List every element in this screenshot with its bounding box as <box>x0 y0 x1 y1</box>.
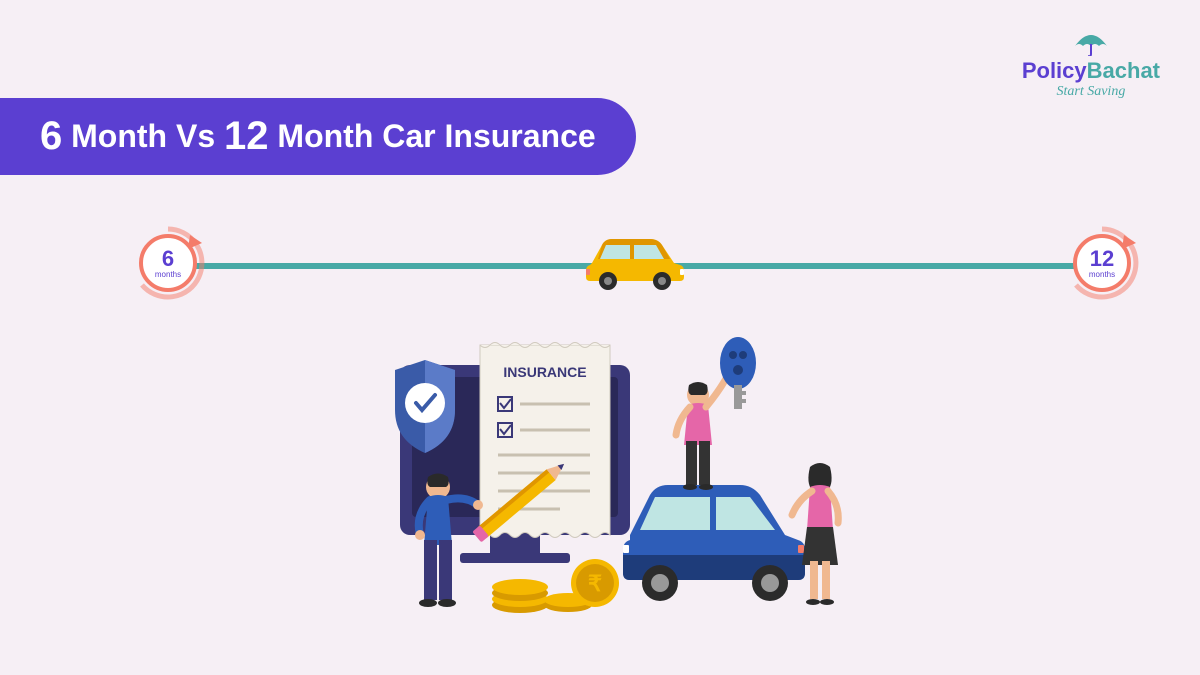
logo-text: PolicyBachat <box>1022 58 1160 84</box>
clock-12-months: 12 months <box>1064 225 1140 301</box>
car-key-icon <box>720 337 756 409</box>
document-title: INSURANCE <box>503 364 586 380</box>
main-illustration: INSURANCE <box>320 335 880 655</box>
clock-6-months: 6 months <box>130 225 206 301</box>
logo-tagline: Start Saving <box>1022 84 1160 100</box>
insurance-document-icon: INSURANCE <box>480 343 610 538</box>
blue-car-icon <box>623 485 805 601</box>
brand-logo: PolicyBachat Start Saving <box>1022 30 1160 100</box>
clock-left-value: 6 <box>162 248 174 270</box>
clock-right-unit: months <box>1089 270 1115 279</box>
svg-text:₹: ₹ <box>588 571 602 596</box>
clock-left-unit: months <box>155 270 181 279</box>
title-banner: 6 Month Vs 12 Month Car Insurance <box>0 98 636 175</box>
timeline: 6 months 12 months <box>130 225 1140 305</box>
coins-icon: ₹ <box>492 559 619 613</box>
timeline-car-icon <box>580 233 690 291</box>
umbrella-icon <box>1073 30 1109 56</box>
person-customer-icon <box>792 463 838 605</box>
clock-right-value: 12 <box>1090 248 1114 270</box>
person-key-holder-icon <box>676 375 728 490</box>
